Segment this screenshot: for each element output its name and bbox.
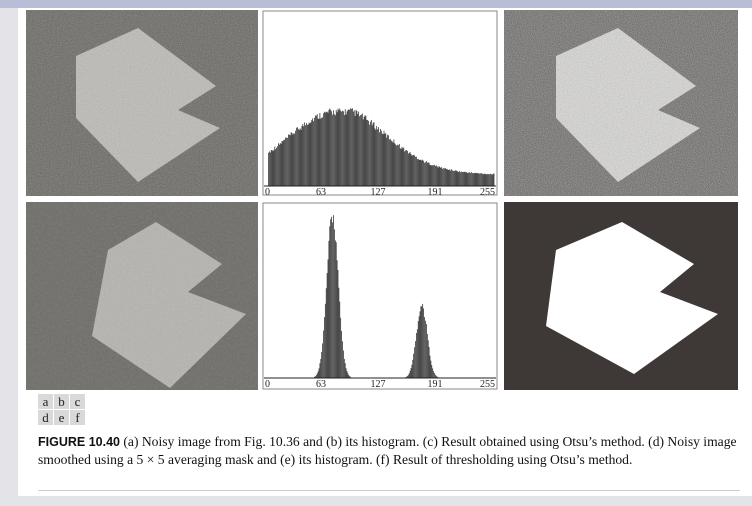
panel-letter-grid: a b c d e f <box>38 394 85 425</box>
histogram-e-svg <box>262 202 498 390</box>
panel-e-histogram: 0 63 127 191 255 <box>262 202 498 390</box>
tick-label: 191 <box>427 187 443 198</box>
figure-label: FIGURE 10.40 <box>38 435 120 449</box>
top-bar <box>0 0 752 8</box>
panel-letter: b <box>54 394 69 409</box>
panel-letter: f <box>70 410 85 425</box>
caption-text: (a) Noisy image from Fig. 10.36 and (b) … <box>38 434 737 467</box>
histogram-b-svg <box>262 10 498 196</box>
figure-caption: FIGURE 10.40 (a) Noisy image from Fig. 1… <box>38 433 740 469</box>
panel-d-smoothed-image <box>26 202 258 390</box>
panel-a-noisy-image <box>26 10 258 196</box>
panel-b-histogram: 0 63 127 191 255 <box>262 10 498 198</box>
histogram-frame <box>262 202 498 390</box>
panel-letter: c <box>70 394 85 409</box>
panel-c-otsu-result <box>504 10 738 196</box>
tick-label: 127 <box>370 379 386 390</box>
histogram-frame <box>262 10 498 196</box>
tick-label: 63 <box>316 187 326 198</box>
tick-label: 127 <box>370 187 386 198</box>
tick-label: 0 <box>265 379 270 390</box>
divider <box>38 490 740 491</box>
tick-label: 255 <box>480 379 495 390</box>
panel-f-threshold-result <box>504 202 738 390</box>
tick-label: 191 <box>427 379 443 390</box>
panel-letter: e <box>54 410 69 425</box>
tick-label: 63 <box>316 379 326 390</box>
tick-label: 0 <box>265 187 270 198</box>
panel-letter: a <box>38 394 53 409</box>
panel-letter: d <box>38 410 53 425</box>
tick-label: 255 <box>480 187 495 198</box>
